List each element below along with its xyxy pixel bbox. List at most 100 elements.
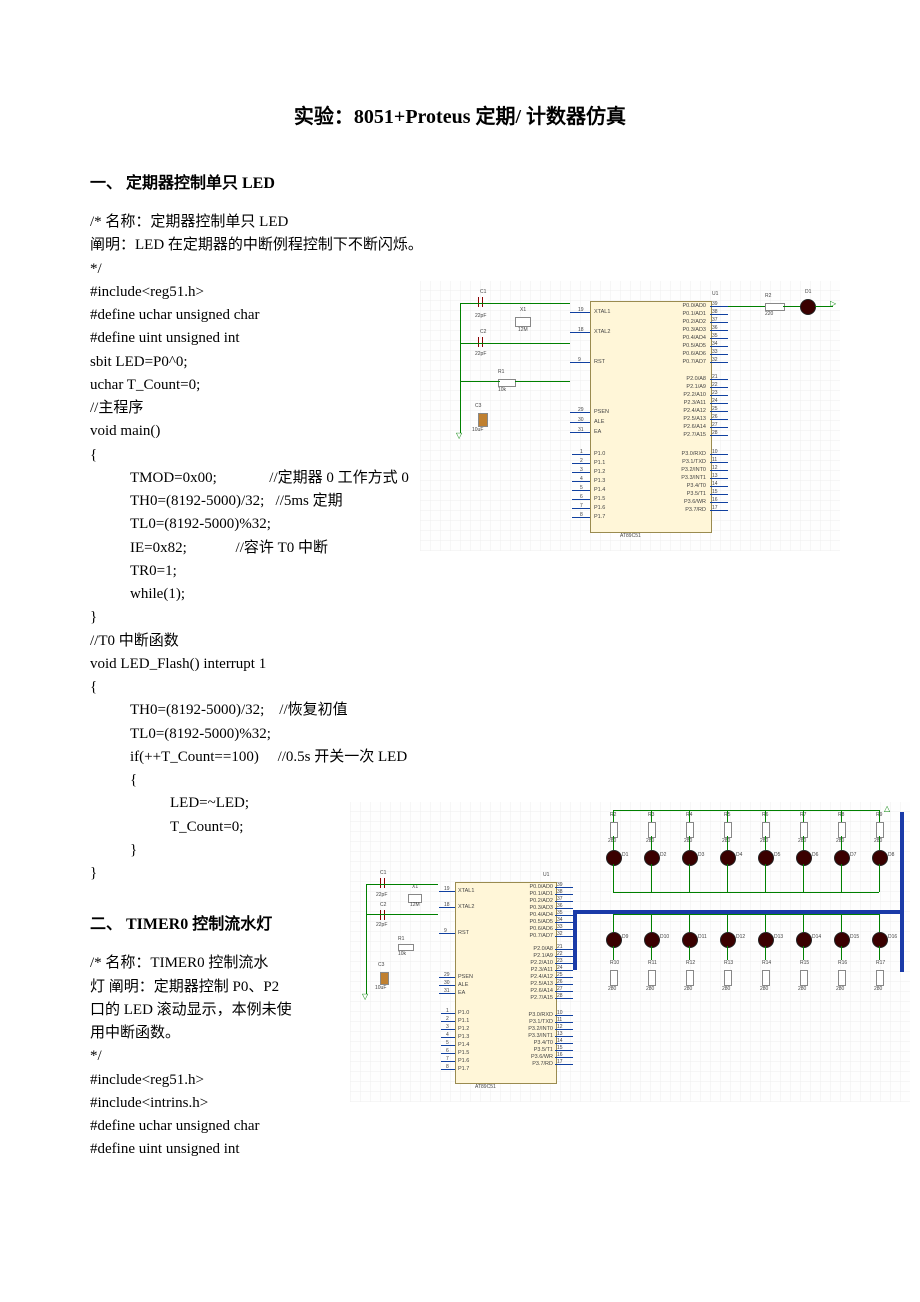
pin-label: PSEN	[594, 409, 609, 416]
pin-label: P0.4/AD4	[660, 335, 706, 342]
wire	[555, 1029, 573, 1030]
c1	[380, 880, 388, 886]
pin-label: P1.5	[594, 496, 605, 503]
wire	[460, 303, 570, 304]
wire	[441, 1053, 455, 1054]
code-line: TH0=(8192-5000)/32; //5ms 定期	[90, 490, 410, 513]
wire	[570, 332, 590, 333]
code-line: #include<intrins.h>	[90, 1092, 340, 1115]
grid-bg	[350, 802, 910, 1102]
chip-name: AT89C51	[475, 1084, 496, 1090]
c1-label: C1	[380, 870, 386, 876]
section1-isr-column: LED=~LED; T_Count=0; } } 二、 TIMER0 控制流水灯…	[90, 792, 340, 1161]
wire	[441, 1037, 455, 1038]
pin-label: EA	[594, 429, 601, 436]
wire	[441, 1021, 455, 1022]
res-label: R14	[762, 960, 771, 966]
led-d1	[800, 299, 816, 315]
wire	[613, 914, 879, 915]
code-line: IE=0x82; //容许 T0 中断	[90, 537, 410, 560]
code-line: LED=~LED;	[90, 792, 340, 815]
pin-label: EA	[458, 990, 465, 997]
wire	[441, 1013, 455, 1014]
wire	[879, 914, 880, 932]
wire	[689, 864, 690, 892]
wire	[651, 864, 652, 892]
wire	[651, 836, 652, 850]
wire	[613, 810, 879, 811]
r1	[398, 944, 414, 951]
pin-label: P0.7/AD7	[511, 933, 553, 940]
resistor	[724, 970, 732, 986]
pin-label: P0.3/AD3	[660, 327, 706, 334]
pin-label: P2.3/A11	[511, 967, 553, 974]
wire	[439, 891, 455, 892]
pin-label: P2.1/A9	[660, 384, 706, 391]
wire	[555, 887, 573, 888]
wire	[710, 362, 728, 363]
wire	[439, 933, 455, 934]
resistor	[800, 822, 808, 838]
wire	[555, 894, 573, 895]
led-label: D2	[660, 852, 666, 858]
pin-label: PSEN	[458, 974, 473, 981]
wire	[879, 810, 880, 822]
pin-label: P0.6/AD6	[660, 351, 706, 358]
led-label: D1	[622, 852, 628, 858]
wire	[555, 1043, 573, 1044]
resistor	[724, 822, 732, 838]
wire	[460, 343, 570, 344]
resistor	[762, 970, 770, 986]
resistor	[648, 970, 656, 986]
pin-label: P0.6/AD6	[511, 926, 553, 933]
r2-val: 220	[765, 311, 773, 317]
wire	[841, 836, 842, 850]
wire	[572, 490, 590, 491]
pin-label: P3.0/RXD	[511, 1012, 553, 1019]
code-line: {	[90, 769, 830, 792]
wire	[710, 338, 728, 339]
wire	[803, 836, 804, 850]
chip-ref: U1	[712, 291, 718, 297]
resistor	[610, 970, 618, 986]
code-line: uchar T_Count=0;	[90, 374, 410, 397]
pin-label: P3.1/TXD	[660, 459, 706, 466]
wire	[613, 892, 879, 893]
pin-label: P1.7	[594, 514, 605, 521]
code-line: while(1);	[90, 583, 410, 606]
r2-label: R2	[765, 293, 771, 299]
pin-label: P3.6/WR	[511, 1054, 553, 1061]
pin-label: P1.1	[594, 460, 605, 467]
led-label: D6	[812, 852, 818, 858]
pin-label: P2.6/A14	[660, 424, 706, 431]
wire	[710, 330, 728, 331]
pin-label: XTAL1	[594, 309, 610, 316]
pin-label: P0.4/AD4	[511, 912, 553, 919]
wire	[439, 907, 455, 908]
wire	[879, 946, 880, 960]
led-label: D7	[850, 852, 856, 858]
led-label: D14	[812, 934, 821, 940]
wire	[803, 914, 804, 932]
wire	[613, 836, 614, 850]
res-val: 280	[722, 986, 730, 992]
wire	[555, 922, 573, 923]
code-line: TR0=1;	[90, 560, 410, 583]
pin-label: P0.2/AD2	[660, 319, 706, 326]
code-line: void LED_Flash() interrupt 1	[90, 653, 830, 676]
wire	[613, 810, 614, 822]
wire	[570, 362, 590, 363]
wire	[441, 1029, 455, 1030]
pin-label: P3.5/T1	[511, 1047, 553, 1054]
wire	[710, 314, 728, 315]
x1-val: 12M	[410, 902, 420, 908]
wire	[439, 985, 455, 986]
s2-comment-desc2: 口的 LED 滚动显示，本例未使	[90, 999, 340, 1022]
res-label: R15	[800, 960, 809, 966]
pin-label: P2.2/A10	[660, 392, 706, 399]
wire	[460, 303, 461, 433]
wire	[366, 914, 438, 915]
s2-comment-desc3: 用中断函数。	[90, 1022, 340, 1045]
code-line: T_Count=0;	[90, 816, 340, 839]
pin-label: P2.5/A13	[511, 981, 553, 988]
